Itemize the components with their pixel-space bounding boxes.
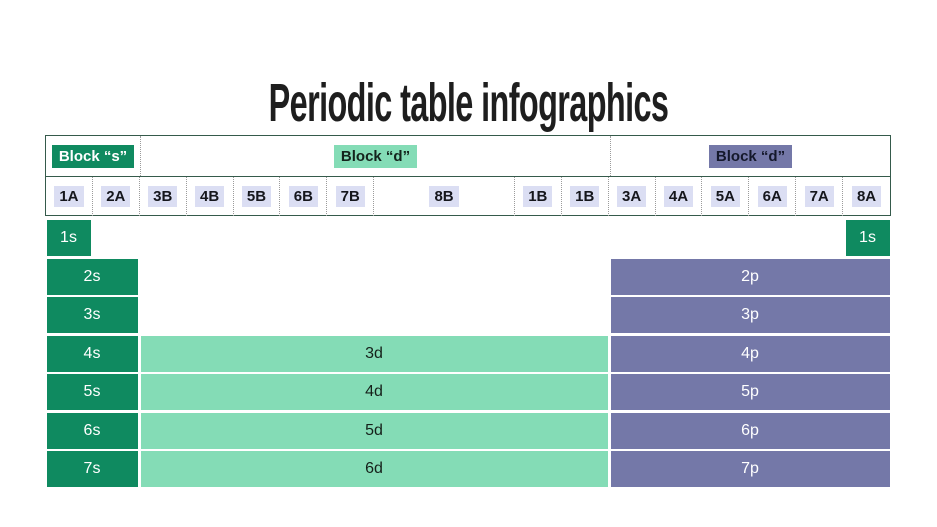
- group-label: 2A: [101, 186, 131, 207]
- group-cell-4b-3: 4B: [187, 177, 234, 216]
- group-cell-1b-8: 1B: [515, 177, 562, 216]
- group-cell-6a-13: 6A: [749, 177, 797, 216]
- group-label: 8B: [429, 186, 459, 207]
- orbital-2s: 2s: [46, 258, 138, 295]
- group-label: 4A: [663, 186, 694, 207]
- group-label: 8A: [851, 186, 882, 207]
- orbital-4s: 4s: [46, 335, 138, 372]
- group-label: 3A: [617, 186, 647, 207]
- orbital-5d: 5d: [140, 412, 608, 449]
- block-d-label: Block “d”: [333, 144, 418, 168]
- orbital-5p: 5p: [610, 374, 890, 410]
- orbital-1s: 1s: [46, 220, 91, 256]
- group-label: 1B: [570, 186, 600, 207]
- block-p-label: Block “d”: [708, 144, 793, 168]
- group-cell-3a-10: 3A: [609, 177, 656, 216]
- group-cell-2a-1: 2A: [93, 177, 140, 216]
- orbital-3s: 3s: [46, 297, 138, 333]
- page-title: Periodic table infographics: [268, 73, 669, 134]
- group-label: 6B: [288, 186, 318, 207]
- group-cell-3b-2: 3B: [140, 177, 187, 216]
- group-cell-8b-7: 8B: [374, 177, 515, 216]
- group-label: 3B: [148, 186, 178, 207]
- group-label: 6A: [757, 186, 787, 207]
- orbital-7p: 7p: [610, 451, 890, 487]
- orbital-7s: 7s: [46, 451, 138, 487]
- orbital-3d: 3d: [140, 335, 608, 372]
- group-label: 5A: [710, 186, 740, 207]
- group-cell-6b-5: 6B: [280, 177, 328, 216]
- group-label: 7A: [804, 186, 834, 207]
- group-cell-1a-0: 1A: [46, 177, 93, 216]
- orbital-2p: 2p: [610, 258, 890, 295]
- block-d-region: Block “d”: [140, 136, 610, 176]
- orbital-5s: 5s: [46, 374, 138, 410]
- orbital-6d: 6d: [140, 451, 608, 487]
- block-header-row: Block “s” Block “d” Block “d”: [46, 136, 890, 176]
- group-label: 7B: [335, 186, 365, 207]
- block-p-region: Block “d”: [610, 136, 890, 176]
- orbital-4d: 4d: [140, 374, 608, 410]
- group-label: 5B: [241, 186, 272, 207]
- group-cell-5b-4: 5B: [234, 177, 281, 216]
- periodic-table-body: 1s 1s 2s 2p 3s 3p 4s 3d 4p 5s 4d 5p 6s 5d 6p 7s 6d 7p: [45, 220, 891, 487]
- group-cell-7a-14: 7A: [796, 177, 844, 216]
- periodic-table-header: Block “s” Block “d” Block “d” 1A 2A 3B 4B 5B…: [45, 135, 891, 216]
- group-label: 4B: [195, 186, 225, 207]
- group-cell-5a-12: 5A: [702, 177, 750, 216]
- group-label-row: 1A 2A 3B 4B 5B 6B 7B 8B 1B 1B 3A 4A 5A 6A 7A 8A: [46, 176, 890, 216]
- orbital-6s: 6s: [46, 412, 138, 449]
- group-cell-1b-9: 1B: [562, 177, 609, 216]
- group-cell-7b-6: 7B: [327, 177, 375, 216]
- orbital-4p: 4p: [610, 335, 890, 372]
- group-label: 1B: [523, 186, 553, 207]
- group-cell-8a-15: 8A: [843, 177, 890, 216]
- block-s-label: Block “s”: [51, 144, 135, 168]
- block-s-region: Block “s”: [46, 136, 140, 176]
- orbital-3p: 3p: [610, 297, 890, 333]
- group-cell-4a-11: 4A: [656, 177, 703, 216]
- orbital-6p: 6p: [610, 412, 890, 449]
- group-label: 1A: [54, 186, 84, 207]
- orbital-1s: 1s: [845, 220, 890, 256]
